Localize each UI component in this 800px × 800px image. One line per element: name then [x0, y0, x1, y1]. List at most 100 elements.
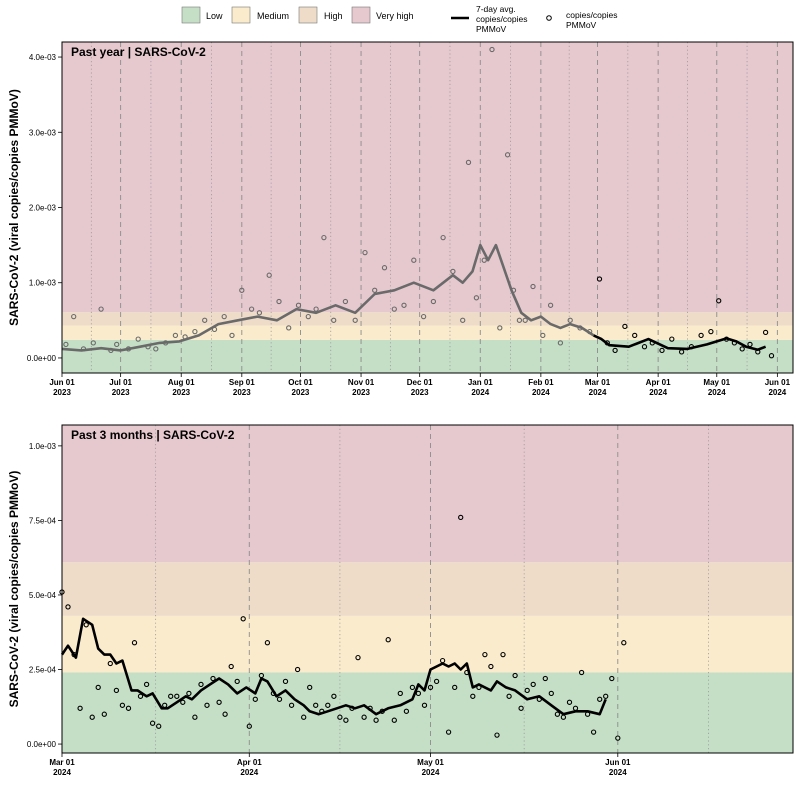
data-point — [445, 729, 452, 735]
data-point — [578, 669, 585, 676]
data-point — [716, 298, 722, 304]
y-tick-label: 2.0e-03 — [29, 204, 57, 213]
y-tick-label: 1.0e-03 — [29, 279, 57, 288]
data-point — [246, 723, 252, 729]
data-point — [649, 340, 655, 346]
x-tick-year: 2024 — [53, 768, 71, 777]
data-point — [198, 681, 204, 688]
data-point — [313, 306, 319, 312]
x-tick-label: Jun 01 — [605, 758, 631, 767]
data-point — [494, 732, 500, 738]
legend-low-swatch — [181, 6, 201, 24]
data-point — [427, 684, 434, 691]
data-point — [450, 268, 456, 275]
data-point — [98, 306, 104, 312]
data-point — [458, 514, 464, 521]
data-point — [248, 306, 255, 312]
y-tick-label: 3.0e-03 — [29, 128, 57, 137]
x-tick-year: 2023 — [53, 388, 71, 397]
data-point — [433, 678, 440, 685]
data-point — [641, 344, 648, 350]
data-point — [530, 283, 536, 290]
data-point — [476, 684, 482, 691]
y-tick-label: 1.0e-03 — [29, 442, 57, 451]
data-point — [612, 347, 618, 354]
x-tick-year: 2024 — [768, 388, 786, 397]
x-tick-label: Jan 01 — [468, 378, 493, 387]
data-point — [222, 711, 228, 717]
x-tick-year: 2023 — [233, 388, 251, 397]
x-tick-year: 2024 — [609, 768, 627, 777]
data-point — [609, 675, 615, 682]
legend-high-swatch — [298, 6, 318, 24]
data-point — [482, 651, 488, 658]
data-point — [174, 693, 180, 699]
x-tick-label: Jul 01 — [109, 378, 132, 387]
x-tick-year: 2023 — [172, 388, 190, 397]
data-point — [343, 717, 349, 723]
band-high — [62, 562, 793, 616]
data-point — [506, 693, 512, 699]
data-point — [584, 711, 591, 717]
chart-title: Past 3 months | SARS-CoV-2 — [71, 428, 235, 442]
data-point — [301, 714, 307, 720]
band-low — [62, 672, 793, 753]
data-point — [460, 317, 466, 323]
x-tick-year: 2024 — [708, 388, 726, 397]
legend-line-label-2: copies/copies — [476, 14, 528, 24]
data-point — [411, 257, 417, 263]
x-tick-label: Aug 01 — [168, 378, 195, 387]
data-point — [114, 341, 120, 348]
data-point — [415, 690, 422, 697]
y-tick-label: 0.0e+00 — [27, 740, 57, 749]
data-point — [276, 696, 283, 702]
data-point — [632, 332, 638, 339]
band-medium — [62, 615, 793, 673]
data-point — [548, 690, 554, 697]
x-tick-year: 2023 — [292, 388, 310, 397]
data-point — [186, 690, 192, 697]
data-point — [621, 640, 627, 646]
data-point — [678, 349, 685, 355]
data-point — [481, 257, 487, 263]
data-point — [540, 332, 546, 339]
data-point — [401, 302, 407, 308]
data-point — [153, 346, 159, 352]
x-tick-label: Sep 01 — [229, 378, 255, 387]
x-tick-year: 2024 — [240, 768, 258, 777]
avg-line-recent — [60, 617, 607, 716]
avg-line-history — [61, 243, 595, 352]
avg-line-recent — [593, 334, 767, 351]
y-axis-label: SARS-CoV-2 (viral copies/copies PMMoV) — [7, 89, 21, 326]
data-point — [221, 313, 227, 320]
data-point — [63, 341, 69, 348]
y-axis-label: SARS-CoV-2 (viral copies/copies PMMoV) — [7, 471, 21, 708]
data-point — [113, 687, 120, 694]
data-point — [331, 317, 337, 323]
data-point — [768, 353, 775, 359]
data-point — [65, 604, 71, 610]
data-point — [708, 328, 714, 335]
x-tick-year: 2024 — [532, 388, 550, 397]
data-point — [305, 313, 311, 320]
data-point — [518, 705, 524, 711]
x-tick-label: Mar 01 — [49, 758, 75, 767]
legend-medium-swatch — [231, 6, 251, 24]
data-point — [615, 735, 621, 741]
data-point — [530, 681, 536, 688]
data-point — [542, 675, 548, 682]
legend-line-label-3: PMMoV — [476, 24, 507, 34]
data-point — [361, 714, 367, 720]
x-tick-year: 2023 — [352, 388, 370, 397]
data-point — [349, 705, 355, 711]
data-point — [590, 729, 597, 735]
data-point — [276, 298, 282, 305]
legend-very-high-label: Very high — [376, 11, 414, 21]
data-point — [488, 663, 494, 670]
data-point — [723, 336, 730, 342]
data-point — [266, 272, 272, 278]
data-point — [597, 696, 603, 702]
data-point — [108, 347, 114, 354]
data-point — [331, 693, 337, 699]
data-point — [325, 702, 331, 708]
